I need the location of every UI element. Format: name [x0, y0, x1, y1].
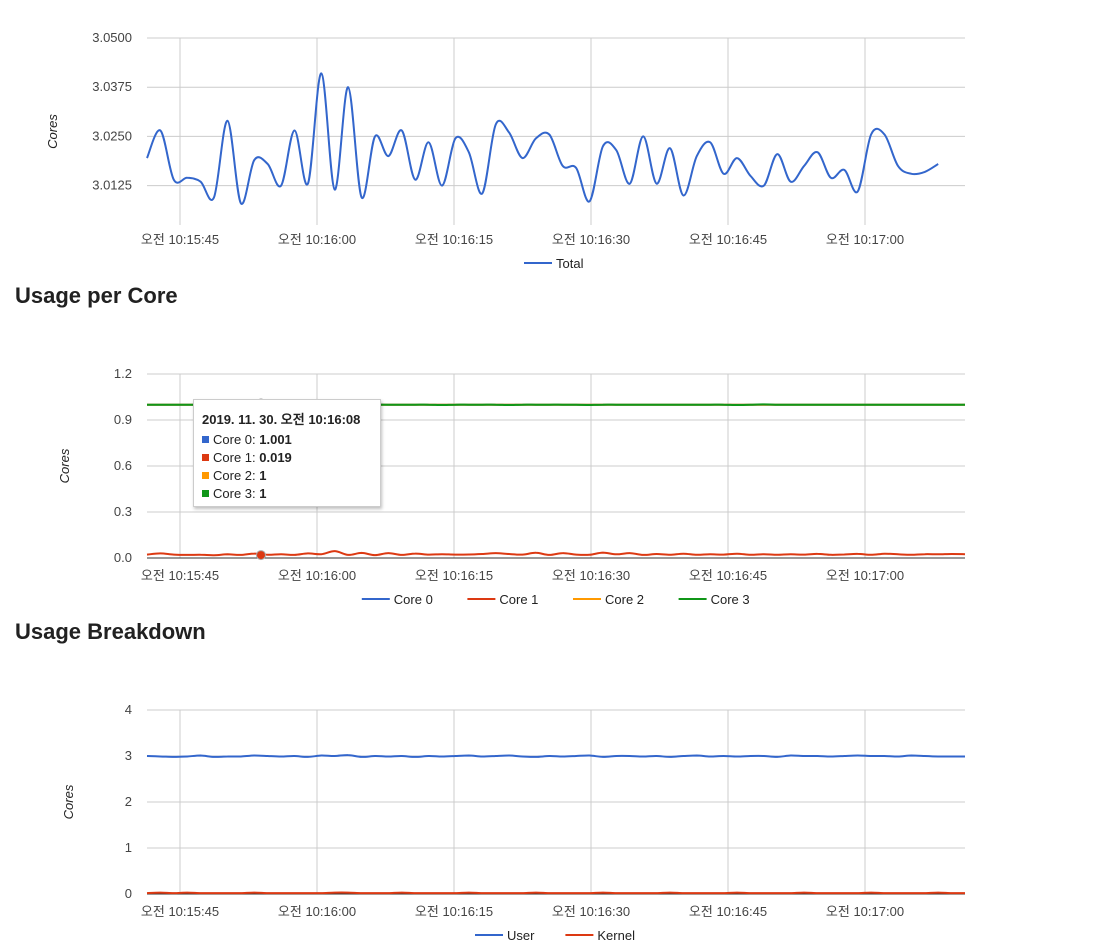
- legend-label: User: [507, 928, 535, 943]
- total-usage-chart: 3.0125 3.0250 3.0375 3.0500 오전 10:15:45 오전 10…: [45, 30, 965, 271]
- legend-label: Core 1: [499, 592, 538, 607]
- y-tick-label: 3.0500: [92, 30, 132, 45]
- y-tick-label: 1.2: [114, 366, 132, 381]
- tooltip-swatch: [202, 436, 209, 443]
- x-tick-label: 오전 10:16:30: [552, 904, 630, 919]
- legend-label: Core 0: [394, 592, 433, 607]
- x-tick-label: 오전 10:16:45: [689, 568, 767, 583]
- y-tick-label: 1: [125, 840, 132, 855]
- tooltip-label: Core 0:: [213, 432, 260, 447]
- legend-label: Core 3: [711, 592, 750, 607]
- tooltip-value: 1.001: [259, 432, 292, 447]
- x-tick-label: 오전 10:16:30: [552, 568, 630, 583]
- y-tick-label: 3.0375: [92, 79, 132, 94]
- usage-per-core-chart: 0.0 0.3 0.6 0.9 1.2 오전 10:15:45 오전 10:16:00 오전 …: [57, 366, 966, 607]
- x-tick-label: 오전 10:16:15: [415, 232, 493, 247]
- y-tick-label: 0.9: [114, 412, 132, 427]
- x-tick-label: 오전 10:16:00: [278, 904, 356, 919]
- series-line-core-1: [146, 550, 966, 557]
- tooltip-row-core-1: Core 1: 0.019: [202, 449, 372, 467]
- usage-per-core-heading: Usage per Core: [15, 283, 178, 308]
- x-tick-label: 오전 10:15:45: [141, 232, 219, 247]
- x-tick-label: 오전 10:17:00: [826, 568, 904, 583]
- tooltip-value: 0.019: [259, 450, 292, 465]
- y-tick-label: 3.0125: [92, 178, 132, 193]
- tooltip-label: Core 3:: [213, 486, 260, 501]
- y-tick-label: 2: [125, 794, 132, 809]
- tooltip-swatch: [202, 454, 209, 461]
- legend-label: Total: [556, 256, 584, 271]
- tooltip-value: 1: [259, 486, 267, 501]
- tooltip-row-core-3: Core 3: 1: [202, 485, 372, 503]
- y-axis-label: Cores: [45, 114, 60, 149]
- usage-breakdown-heading: Usage Breakdown: [15, 619, 206, 644]
- y-tick-label: 4: [125, 702, 132, 717]
- y-tick-label: 0.6: [114, 458, 132, 473]
- tooltip-swatch: [202, 472, 209, 479]
- x-tick-label: 오전 10:17:00: [826, 232, 904, 247]
- tooltip-row-core-2: Core 2: 1: [202, 467, 372, 485]
- legend-label: Core 2: [605, 592, 644, 607]
- y-tick-label: 0.3: [114, 504, 132, 519]
- series-line-user: [146, 754, 965, 758]
- x-tick-label: 오전 10:16:45: [689, 232, 767, 247]
- x-tick-label: 오전 10:16:45: [689, 904, 767, 919]
- y-tick-label: 0.0: [114, 550, 132, 565]
- usage-breakdown-chart: 0 1 2 3 4 오전 10:15:45 오전 10:16:00 오전 10:16:15 오전…: [61, 702, 966, 943]
- tooltip-label: Core 1:: [213, 450, 260, 465]
- y-tick-label: 3.0250: [92, 128, 132, 143]
- chart-tooltip: 2019. 11. 30. 오전 10:16:08 Core 0: 1.001 …: [193, 399, 381, 507]
- x-tick-label: 오전 10:16:30: [552, 232, 630, 247]
- y-axis-label: Cores: [61, 784, 76, 819]
- y-axis-label: Cores: [57, 448, 72, 483]
- x-tick-label: 오전 10:16:00: [278, 232, 356, 247]
- y-tick-label: 3: [125, 748, 132, 763]
- tooltip-label: Core 2:: [213, 468, 260, 483]
- series-line-kernel: [146, 891, 966, 895]
- tooltip-swatch: [202, 490, 209, 497]
- x-tick-label: 오전 10:16:00: [278, 568, 356, 583]
- y-tick-label: 0: [125, 886, 132, 901]
- series-line-total: [146, 72, 939, 205]
- highlight-point: [255, 550, 266, 561]
- x-tick-label: 오전 10:16:15: [415, 904, 493, 919]
- x-tick-label: 오전 10:17:00: [826, 904, 904, 919]
- tooltip-row-core-0: Core 0: 1.001: [202, 431, 372, 449]
- tooltip-title: 2019. 11. 30. 오전 10:16:08: [202, 412, 361, 427]
- legend-label: Kernel: [597, 928, 635, 943]
- x-tick-label: 오전 10:16:15: [415, 568, 493, 583]
- x-tick-label: 오전 10:15:45: [141, 568, 219, 583]
- x-tick-label: 오전 10:15:45: [141, 904, 219, 919]
- tooltip-value: 1: [259, 468, 267, 483]
